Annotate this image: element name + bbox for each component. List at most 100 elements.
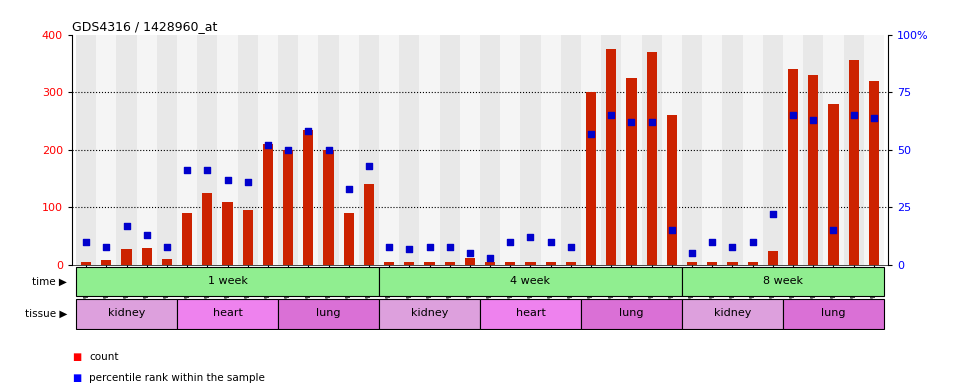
Bar [420,35,440,265]
Bar [177,35,197,265]
Bar [869,81,879,265]
Bar [359,35,379,265]
Point [300,128,316,134]
Point [826,227,841,233]
Bar [485,262,495,265]
Bar [299,35,319,265]
Bar [116,35,136,265]
Bar [561,35,581,265]
Bar [76,299,177,329]
Bar [76,266,379,296]
Bar [278,35,299,265]
Text: lung: lung [821,308,846,318]
Bar [223,202,232,265]
Bar [682,299,783,329]
Bar [641,35,661,265]
Bar [379,299,480,329]
Bar [748,262,757,265]
Bar [122,249,132,265]
Bar [303,130,313,265]
Text: ■: ■ [72,373,82,383]
Point [159,243,175,250]
Bar [197,35,217,265]
Point [543,239,559,245]
Point [684,250,700,257]
Bar [743,35,763,265]
Point [260,142,276,148]
Bar [444,262,455,265]
Bar [102,260,111,265]
Point [785,112,801,118]
Point [442,243,457,250]
Bar [440,35,460,265]
Text: count: count [89,352,119,362]
Text: 4 week: 4 week [511,276,550,286]
Bar [722,35,743,265]
Bar [788,69,798,265]
Point [200,167,215,174]
Text: heart: heart [212,308,243,318]
Bar [364,184,374,265]
Point [381,243,396,250]
Bar [162,259,172,265]
Bar [647,52,657,265]
Point [725,243,740,250]
Point [321,147,336,153]
Point [280,147,296,153]
Bar [824,35,844,265]
Bar [661,35,682,265]
Bar [768,251,778,265]
Bar [687,262,697,265]
Point [180,167,195,174]
Bar [627,78,636,265]
Bar [344,213,354,265]
Bar [565,262,576,265]
Bar [783,35,804,265]
Point [503,239,518,245]
Point [240,179,255,185]
Text: percentile rank within the sample: percentile rank within the sample [89,373,265,383]
Bar [465,258,475,265]
Text: kidney: kidney [714,308,751,318]
Point [462,250,477,257]
Bar [480,299,581,329]
Bar [505,262,516,265]
Point [664,227,680,233]
Point [644,119,660,125]
Bar [142,248,152,265]
Bar [460,35,480,265]
Bar [379,35,399,265]
Text: 1 week: 1 week [207,276,248,286]
Bar [480,35,500,265]
Point [79,239,94,245]
Bar [500,35,520,265]
Bar [520,35,540,265]
Text: heart: heart [516,308,545,318]
Point [745,239,760,245]
Bar [76,35,96,265]
Text: lung: lung [316,308,341,318]
Bar [136,35,156,265]
Bar [621,35,641,265]
Text: GDS4316 / 1428960_at: GDS4316 / 1428960_at [72,20,217,33]
Bar [763,35,783,265]
Text: kidney: kidney [411,308,448,318]
Text: 8 week: 8 week [763,276,803,286]
Bar [783,299,884,329]
Bar [667,115,677,265]
Bar [581,299,682,329]
Bar [682,266,884,296]
Point [99,243,114,250]
Bar [203,193,212,265]
Text: lung: lung [619,308,644,318]
Point [624,119,639,125]
Bar [379,266,682,296]
Point [341,186,356,192]
Point [564,243,579,250]
Bar [278,299,379,329]
Bar [844,35,864,265]
Bar [258,35,278,265]
Text: ■: ■ [72,352,82,362]
Bar [525,262,536,265]
Text: time ▶: time ▶ [33,276,67,286]
